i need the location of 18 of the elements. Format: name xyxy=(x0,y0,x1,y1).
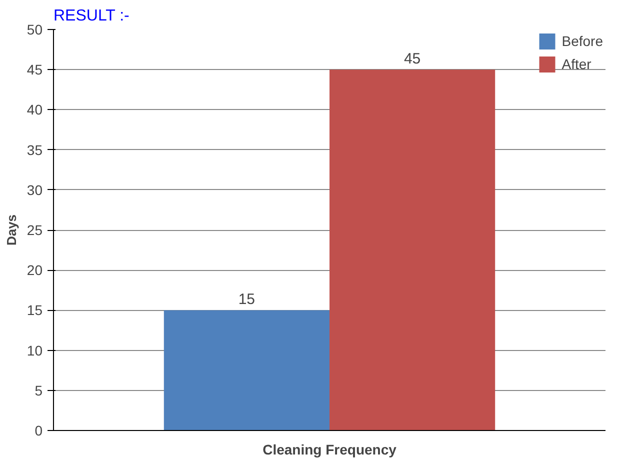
y-tick-label: 35 xyxy=(26,142,43,158)
y-tick-label: 0 xyxy=(34,422,43,438)
legend-label: After xyxy=(562,56,592,72)
y-tick-label: 20 xyxy=(26,262,43,278)
y-tick-label: 10 xyxy=(26,342,43,358)
chart-title: RESULT :- xyxy=(54,8,130,24)
y-tick-label: 40 xyxy=(26,102,43,118)
y-axis-title: Days xyxy=(4,214,19,246)
y-tick-label: 45 xyxy=(26,62,43,78)
y-tick-label: 15 xyxy=(26,302,43,318)
data-label: 45 xyxy=(404,50,421,68)
y-tick-label: 25 xyxy=(26,222,43,238)
y-tick-label: 5 xyxy=(34,382,43,398)
data-label: 15 xyxy=(238,291,256,308)
legend-label: Before xyxy=(562,33,603,49)
y-tick-label: 50 xyxy=(26,22,43,38)
y-tick-label: 30 xyxy=(26,182,43,198)
x-tick-label: Cleaning Frequency xyxy=(262,442,397,458)
